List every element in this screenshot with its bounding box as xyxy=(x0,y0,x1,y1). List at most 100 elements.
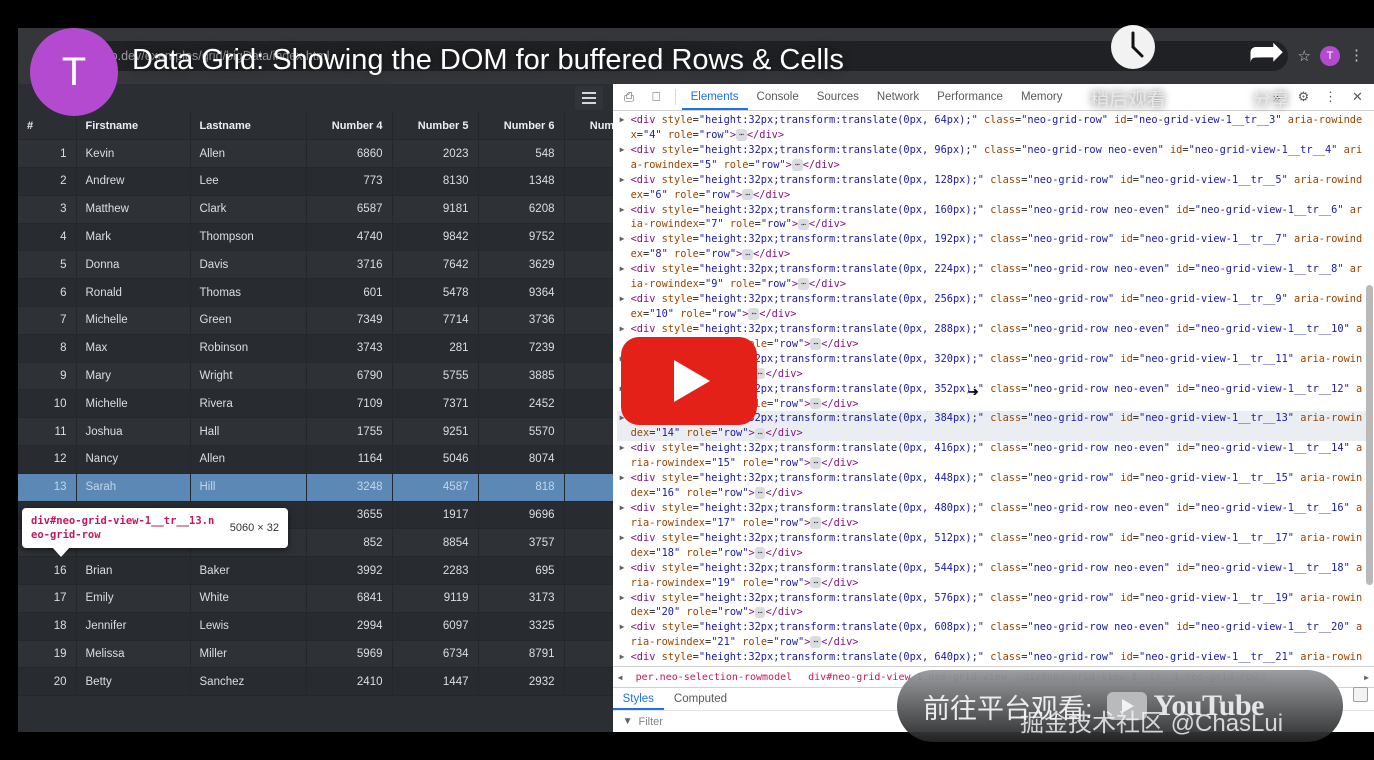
expand-triangle-icon[interactable]: ▶ xyxy=(619,204,625,214)
cell-last[interactable]: Lewis xyxy=(190,612,307,641)
column-header-number-6[interactable]: Number 6 xyxy=(478,112,565,141)
cell-last[interactable]: Hall xyxy=(190,417,307,447)
cell-first[interactable]: Melissa xyxy=(76,640,191,669)
expand-triangle-icon[interactable]: ▶ xyxy=(619,264,625,274)
cell-last[interactable]: Baker xyxy=(190,556,307,586)
dom-tree-scrollbar[interactable] xyxy=(1366,285,1373,585)
cell-n6[interactable]: 3757 xyxy=(478,528,565,558)
cell-n5[interactable]: 5755 xyxy=(392,362,479,391)
expand-triangle-icon[interactable]: ▶ xyxy=(619,622,625,632)
cell-n5[interactable]: 7371 xyxy=(392,389,479,419)
cell-n7[interactable] xyxy=(564,362,613,391)
cell-n6[interactable]: 2932 xyxy=(478,667,565,697)
cell-n7[interactable] xyxy=(564,306,613,335)
cell-first[interactable]: Emily xyxy=(76,584,191,613)
cell-n6[interactable]: 548 xyxy=(478,139,565,169)
cell-idx[interactable]: 7 xyxy=(18,306,77,335)
more-tabs-chevron-icon[interactable]: » xyxy=(1272,89,1281,105)
cell-idx[interactable]: 20 xyxy=(18,667,77,697)
cell-idx[interactable]: 18 xyxy=(18,612,77,641)
cell-n5[interactable]: 2283 xyxy=(392,556,479,586)
column-header-[interactable]: # xyxy=(18,112,77,141)
cell-last[interactable]: Sanchez xyxy=(190,667,307,697)
cell-n4[interactable]: 6841 xyxy=(306,584,393,613)
dom-tree[interactable]: ▶ <div style="height:32px;transform:trans… xyxy=(612,111,1374,666)
cell-n6[interactable]: 818 xyxy=(478,473,565,502)
cell-first[interactable]: Mark xyxy=(76,223,191,252)
table-row[interactable]: 17EmilyWhite68419119317370922589 xyxy=(18,584,613,613)
cell-n4[interactable]: 3992 xyxy=(306,556,393,586)
dom-node-row[interactable]: ▶<div style="height:32px;transform:trans… xyxy=(619,621,1363,649)
cell-last[interactable]: Hill xyxy=(190,473,307,502)
cell-last[interactable]: Thomas xyxy=(190,278,307,308)
dom-node-row[interactable]: ▶<div style="height:32px;transform:trans… xyxy=(619,233,1363,261)
cell-n6[interactable]: 9752 xyxy=(478,223,565,252)
expand-triangle-icon[interactable]: ▶ xyxy=(619,473,625,483)
cell-n7[interactable]: 8165 xyxy=(564,473,613,502)
column-header-number-7[interactable]: Number 7 xyxy=(564,112,613,141)
cell-n4[interactable]: 4740 xyxy=(306,223,393,252)
channel-avatar[interactable]: T xyxy=(30,28,118,116)
cell-n5[interactable]: 4587 xyxy=(392,473,479,502)
cell-last[interactable]: Allen xyxy=(190,139,307,169)
cell-n6[interactable]: 2452 xyxy=(478,389,565,419)
expand-triangle-icon[interactable]: ▶ xyxy=(619,652,625,662)
cell-n7[interactable]: 4467 xyxy=(564,167,613,196)
cell-n4[interactable]: 7349 xyxy=(306,306,393,335)
cell-n7[interactable]: 3366 xyxy=(564,556,613,586)
cell-last[interactable]: Miller xyxy=(190,640,307,669)
cell-n7[interactable]: 2407 xyxy=(564,139,613,169)
cell-n4[interactable]: 3716 xyxy=(306,250,393,280)
expand-triangle-icon[interactable]: ▶ xyxy=(619,443,625,453)
cell-first[interactable]: Jennifer xyxy=(76,612,191,641)
cell-idx[interactable]: 10 xyxy=(18,389,77,419)
dom-node-row[interactable]: ▶<div style="height:32px;transform:trans… xyxy=(619,531,1363,559)
cell-n7[interactable]: 8640 xyxy=(564,445,613,474)
dom-node-row[interactable]: ▶<div style="height:32px;transform:trans… xyxy=(619,203,1363,231)
address-bar[interactable]: ⚙ neo.dev/examples/grid/bigData/index.ht… xyxy=(64,41,1288,71)
cell-first[interactable]: Brian xyxy=(76,556,191,586)
cell-idx[interactable]: 13 xyxy=(18,473,77,502)
breadcrumb-item[interactable]: div#neo-grid-view-1.neo-grid-view xyxy=(808,671,1007,683)
expand-triangle-icon[interactable]: ▶ xyxy=(619,144,625,154)
cell-n4[interactable]: 7109 xyxy=(306,389,393,419)
dom-node-row[interactable]: ▶<div style="height:32px;transform:trans… xyxy=(619,472,1363,500)
dom-node-row[interactable]: ▶<div style="height:32px;transform:trans… xyxy=(617,650,1368,666)
cell-n6[interactable]: 3885 xyxy=(478,362,565,391)
cell-n6[interactable]: 1348 xyxy=(478,167,565,196)
devtools-corner-button[interactable] xyxy=(1353,687,1368,702)
cell-n5[interactable]: 6734 xyxy=(392,640,479,669)
cell-first[interactable]: Kevin xyxy=(76,139,191,169)
cell-n5[interactable]: 7642 xyxy=(392,250,479,280)
cell-idx[interactable]: 9 xyxy=(18,362,77,391)
cell-n7[interactable]: 2129 xyxy=(564,195,613,224)
cell-n5[interactable]: 9181 xyxy=(392,195,479,224)
table-row[interactable]: 20BettySanchez24101447293225785689 xyxy=(18,667,613,697)
cell-n6[interactable]: 8791 xyxy=(478,640,565,669)
dom-node-row[interactable]: ▶<div style="height:32px;transform:trans… xyxy=(619,263,1363,291)
dom-node-row[interactable]: ▶<div style="height:32px;transform:trans… xyxy=(619,173,1363,201)
cell-n4[interactable]: 852 xyxy=(306,528,393,558)
cell-idx[interactable]: 1 xyxy=(18,139,77,169)
cell-n4[interactable]: 3248 xyxy=(306,473,393,502)
cell-n4[interactable]: 773 xyxy=(306,167,393,196)
tab-sources[interactable]: Sources xyxy=(816,91,859,103)
cell-n6[interactable]: 3736 xyxy=(478,306,565,335)
cell-first[interactable]: Nancy xyxy=(76,445,191,474)
kebab-menu-icon[interactable]: ⋮ xyxy=(1324,89,1337,104)
cell-n5[interactable]: 8130 xyxy=(392,167,479,196)
tab-console[interactable]: Console xyxy=(756,91,799,103)
cell-n6[interactable]: 3325 xyxy=(478,612,565,641)
cell-n5[interactable]: 9251 xyxy=(392,417,479,447)
inspect-element-icon[interactable]: ⎙ xyxy=(623,89,635,104)
cell-n4[interactable]: 3655 xyxy=(306,501,393,530)
cell-n7[interactable]: 2578 xyxy=(564,667,613,697)
cell-last[interactable]: Green xyxy=(190,306,307,335)
column-header-lastname[interactable]: Lastname xyxy=(190,112,307,141)
cell-n6[interactable]: 9364 xyxy=(478,278,565,308)
share-arrow-icon[interactable]: ➦ xyxy=(1248,27,1285,76)
table-row[interactable]: 5DonnaDavis3716764236297592336 xyxy=(18,250,613,280)
cell-n7[interactable]: 4249 xyxy=(564,612,613,641)
table-row[interactable]: 1KevinAllen6860202354824078639 xyxy=(18,139,613,169)
table-row[interactable]: 18JenniferLewis29946097332542498302 xyxy=(18,612,613,641)
